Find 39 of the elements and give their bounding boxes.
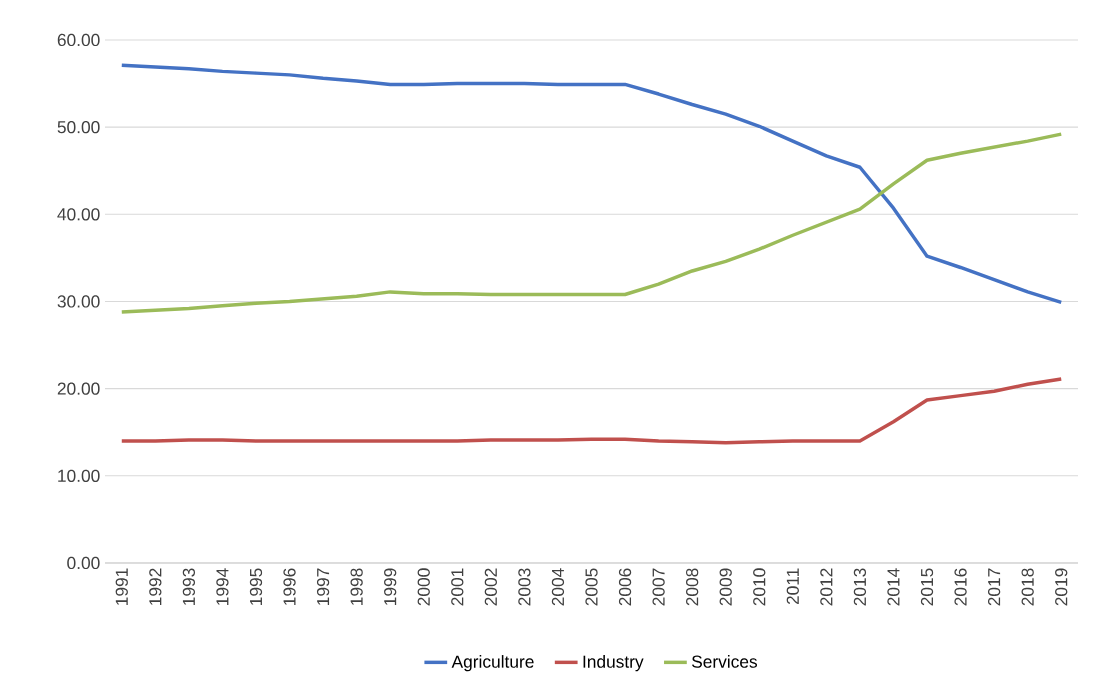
x-tick-label: 2016 <box>954 568 967 606</box>
x-tick-label: 2002 <box>484 568 497 606</box>
x-tick-label: 2015 <box>920 568 934 606</box>
x-tick-label: 1998 <box>350 568 363 605</box>
x-tick-label: 2013 <box>853 568 867 606</box>
y-tick-label: 40.00 <box>57 208 100 221</box>
legend-label: Services <box>691 655 758 668</box>
x-tick-label: 1991 <box>115 568 128 605</box>
y-tick-label: 10.00 <box>58 469 100 482</box>
x-tick-label: 1997 <box>316 568 330 605</box>
legend-label: Agriculture <box>451 655 534 672</box>
x-tick-label: 1992 <box>149 568 162 605</box>
x-tick-label: 2004 <box>551 568 565 606</box>
x-tick-label: 2014 <box>887 568 900 606</box>
y-tick-label: 60.00 <box>57 33 100 47</box>
x-tick-label: 2003 <box>518 568 531 606</box>
x-tick-label: 2008 <box>686 568 699 606</box>
x-tick-label: 1994 <box>216 568 229 605</box>
x-tick-label: 2000 <box>417 568 430 606</box>
x-tick-label: 1993 <box>182 568 196 605</box>
x-tick-label: 2007 <box>652 568 665 606</box>
x-tick-label: 1996 <box>283 568 296 605</box>
y-tick-label: 0.00 <box>67 556 100 570</box>
x-tick-label: 2001 <box>451 568 464 606</box>
x-tick-label: 1995 <box>249 568 263 605</box>
x-tick-label: 2005 <box>585 568 598 606</box>
x-tick-label: 2018 <box>1021 568 1034 606</box>
x-tick-label: 2017 <box>987 568 1001 606</box>
x-tick-label: 2019 <box>1055 568 1068 606</box>
x-tick-label: 2010 <box>753 568 766 606</box>
x-tick-label: 2009 <box>719 568 732 606</box>
y-tick-label: 50.00 <box>57 121 100 134</box>
y-tick-label: 20.00 <box>57 382 100 395</box>
x-tick-label: 2012 <box>820 568 833 606</box>
x-tick-label: 1999 <box>384 568 397 605</box>
y-tick-label: 30.00 <box>57 295 100 308</box>
x-tick-label: 2011 <box>786 568 799 605</box>
legend-label: Industry <box>583 655 644 672</box>
x-tick-label: 2006 <box>618 568 632 606</box>
